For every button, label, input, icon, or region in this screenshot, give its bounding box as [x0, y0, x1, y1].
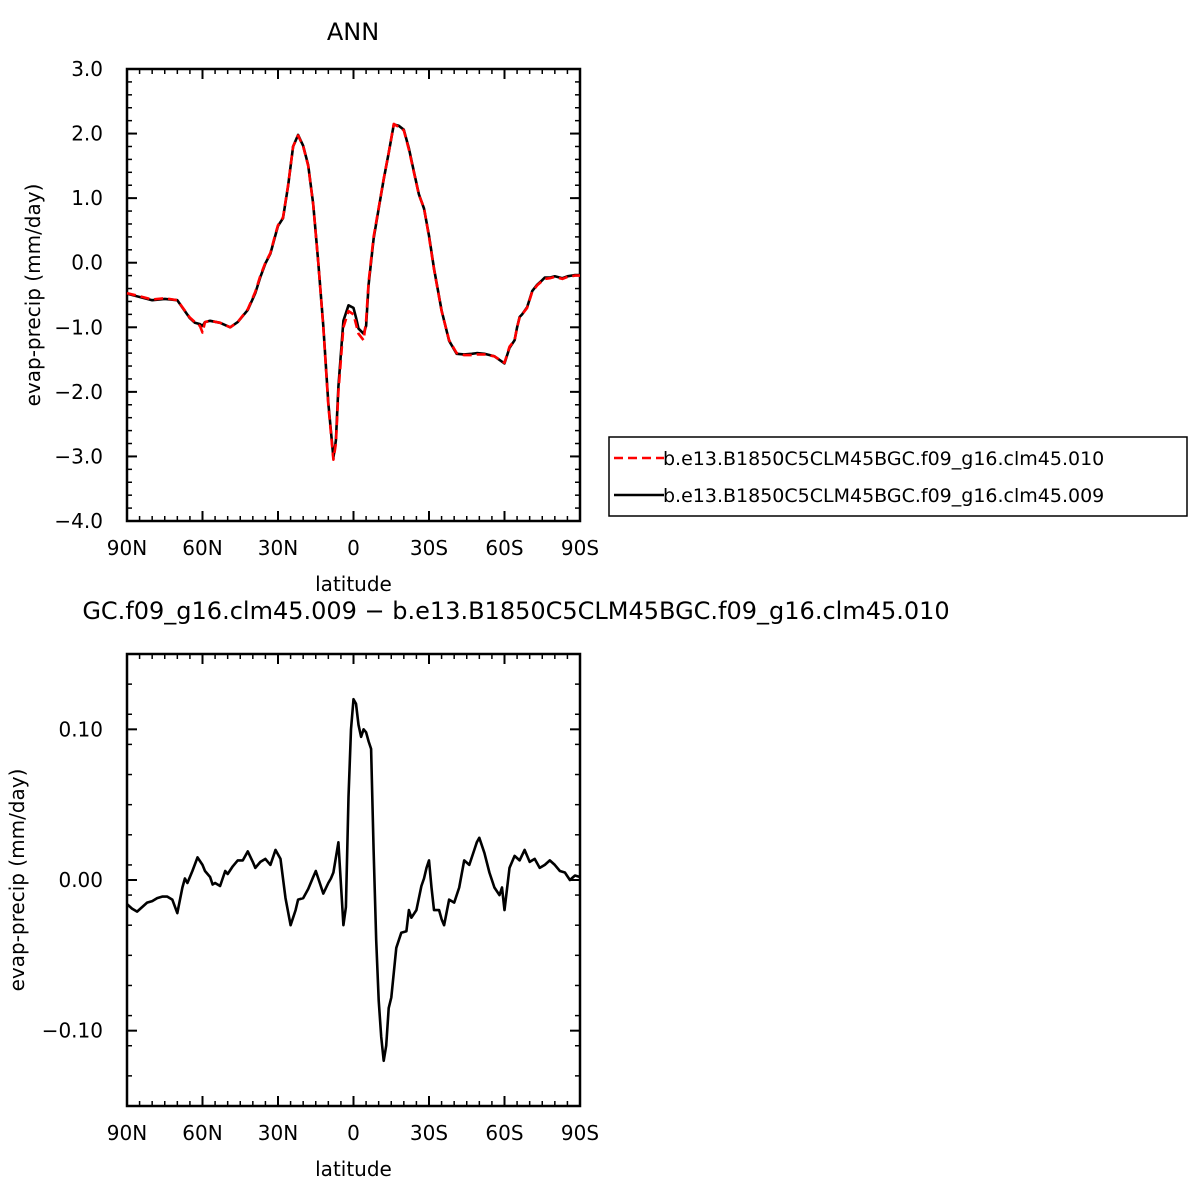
- y-tick-label: 0.10: [58, 717, 103, 741]
- x-tick-label: 90N: [107, 1121, 147, 1145]
- plot-frame: [125, 67, 582, 523]
- y-tick-label: −4.0: [54, 509, 103, 533]
- x-tick-label: 60S: [485, 536, 523, 560]
- y-tick-label: 0.00: [58, 868, 103, 892]
- x-axis-title: latitude: [315, 1157, 392, 1181]
- y-tick-label: −2.0: [54, 380, 103, 404]
- x-tick-label: 60N: [182, 536, 222, 560]
- y-tick-label: 1.0: [71, 186, 103, 210]
- x-axis-title: latitude: [315, 572, 392, 596]
- legend-label-0: b.e13.B1850C5CLM45BGC.f09_g16.clm45.010: [663, 448, 1104, 470]
- y-axis-title: evap-precip (mm/day): [21, 184, 45, 407]
- chart-title: GC.f09_g16.clm45.009 − b.e13.B1850C5CLM4…: [82, 597, 949, 625]
- x-tick-label: 0: [347, 536, 360, 560]
- series-line-0: [126, 122, 580, 462]
- legend-label-1: b.e13.B1850C5CLM45BGC.f09_g16.clm45.009: [663, 485, 1104, 507]
- y-tick-label: −0.10: [42, 1019, 103, 1043]
- y-tick-label: −3.0: [54, 444, 103, 468]
- x-tick-label: 30S: [410, 536, 448, 560]
- x-tick-label: 90S: [561, 536, 599, 560]
- x-tick-label: 0: [347, 1121, 360, 1145]
- legend-box: [608, 436, 1188, 517]
- y-axis-title: evap-precip (mm/day): [5, 769, 29, 992]
- series-line-1: [126, 123, 580, 460]
- plot-frame: [125, 652, 582, 1108]
- x-tick-label: 90S: [561, 1121, 599, 1145]
- y-tick-label: 3.0: [71, 57, 103, 81]
- chart-title: ANN: [327, 18, 379, 46]
- x-tick-label: 60S: [485, 1121, 523, 1145]
- x-tick-label: 30N: [258, 1121, 298, 1145]
- x-tick-label: 30S: [410, 1121, 448, 1145]
- y-tick-label: 2.0: [71, 122, 103, 146]
- x-tick-label: 30N: [258, 536, 298, 560]
- x-tick-label: 60N: [182, 1121, 222, 1145]
- y-tick-label: 0.0: [71, 251, 103, 275]
- series-line-0: [126, 697, 581, 1063]
- x-tick-label: 90N: [107, 536, 147, 560]
- y-tick-label: −1.0: [54, 315, 103, 339]
